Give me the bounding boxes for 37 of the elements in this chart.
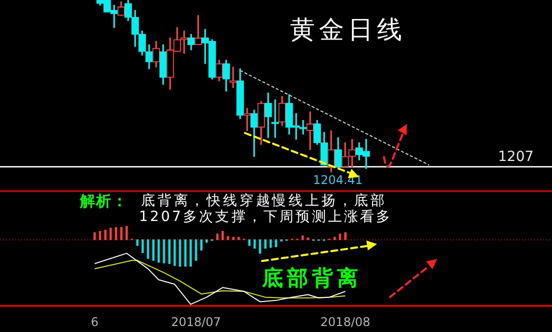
bar <box>222 231 224 240</box>
bar <box>200 239 202 250</box>
bar <box>152 239 154 261</box>
x-tick-label: 2018/08 <box>320 314 370 329</box>
bar <box>174 239 176 266</box>
bar <box>110 228 112 240</box>
bar <box>238 236 240 240</box>
bar <box>168 239 170 264</box>
bar <box>216 234 218 240</box>
bar <box>302 236 304 240</box>
bar <box>104 230 106 240</box>
bar <box>120 227 122 240</box>
bar <box>344 232 346 240</box>
bar <box>226 236 230 240</box>
bar <box>190 239 192 267</box>
bar <box>126 226 128 240</box>
bar <box>232 236 234 240</box>
bar <box>142 239 144 253</box>
text: 1207多次支撑，下周预测上涨看多 <box>139 209 392 226</box>
bar <box>254 239 256 248</box>
bar <box>136 239 138 246</box>
annotation: 底部背离 <box>262 266 362 290</box>
bar <box>94 232 96 240</box>
x-tick-label: 6 <box>90 314 98 329</box>
bar <box>158 239 160 263</box>
bar <box>270 239 272 248</box>
bar <box>184 239 186 267</box>
text: 1204.41 <box>313 173 363 188</box>
bar <box>264 239 266 248</box>
bar <box>206 239 208 243</box>
text: 底背离，快线穿越慢线上扬，底部 <box>141 193 387 210</box>
text: 黄金日线 <box>290 15 406 45</box>
text: 1207 <box>498 149 534 166</box>
bar <box>248 239 250 246</box>
text: 解析： <box>80 192 128 210</box>
bar <box>334 236 336 240</box>
x-tick-label: 2018/07 <box>171 314 221 329</box>
